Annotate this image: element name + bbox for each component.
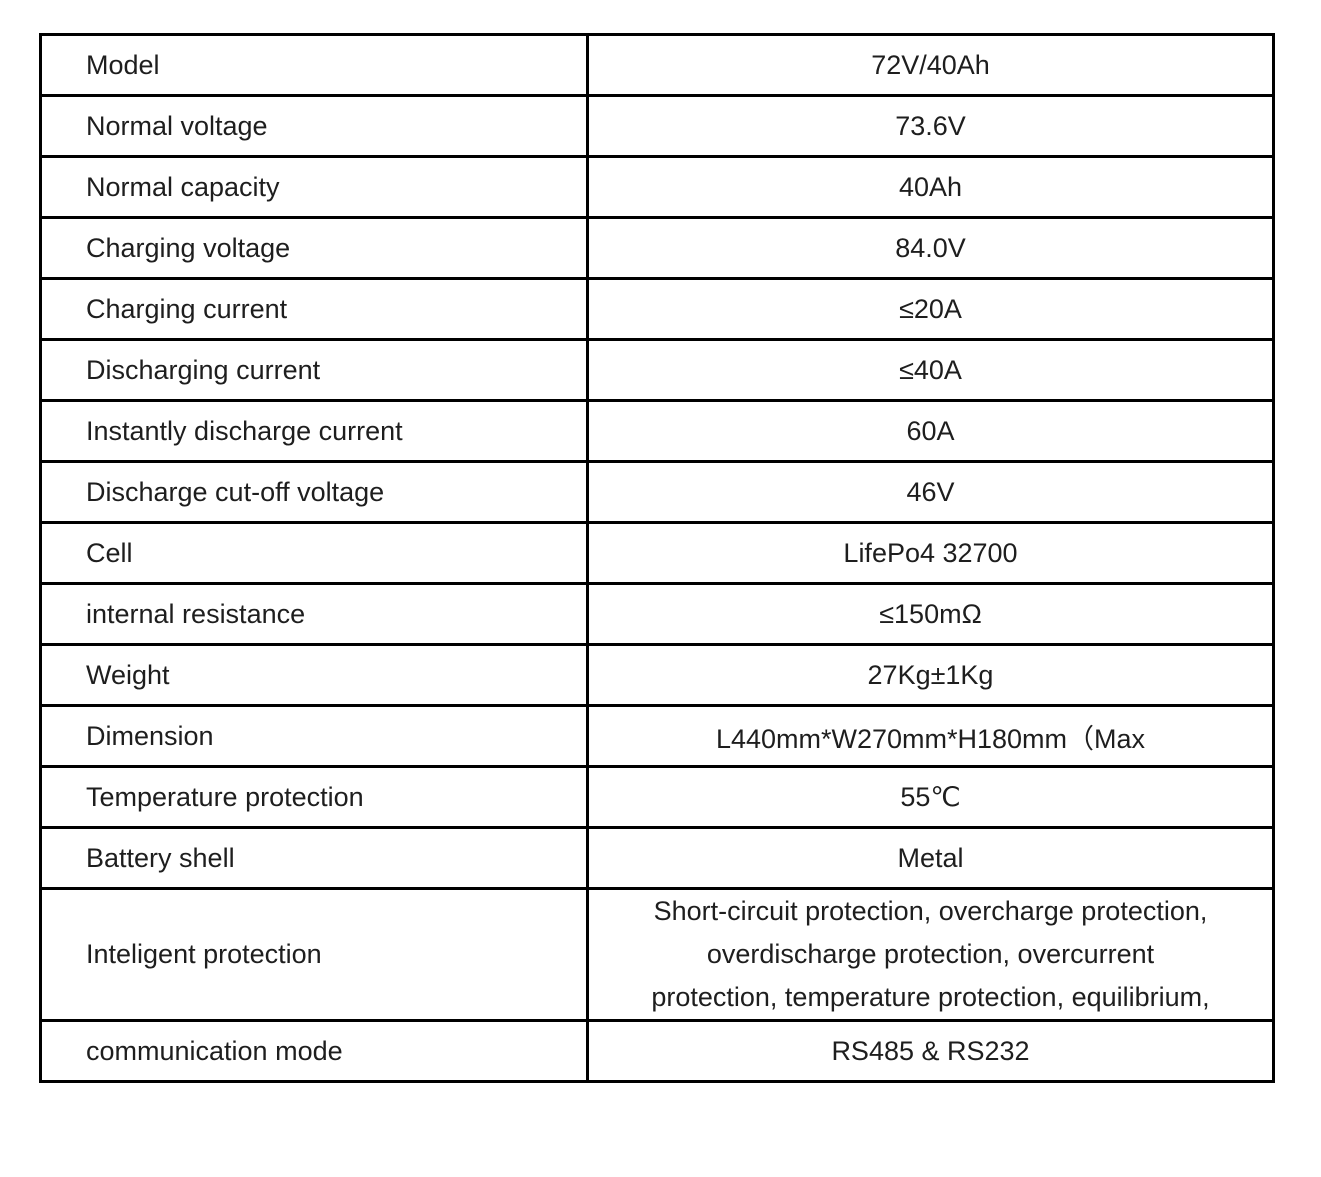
table-row: Cell LifePo4 32700 <box>39 521 1275 585</box>
spec-label: Instantly discharge current <box>39 399 589 463</box>
table-row: Dimension L440mm*W270mm*H180mm（Max <box>39 704 1275 768</box>
spec-value: LifePo4 32700 <box>586 521 1275 585</box>
table-row: Inteligent protection Short-circuit prote… <box>39 887 1275 1022</box>
table-row: internal resistance ≤150mΩ <box>39 582 1275 646</box>
spec-value: L440mm*W270mm*H180mm（Max <box>586 704 1275 768</box>
spec-value: 27Kg±1Kg <box>586 643 1275 707</box>
spec-value: 72V/40Ah <box>586 33 1275 97</box>
spec-value: 84.0V <box>586 216 1275 280</box>
table-row: Normal capacity 40Ah <box>39 155 1275 219</box>
spec-value: Metal <box>586 826 1275 890</box>
spec-label: Weight <box>39 643 589 707</box>
spec-label: internal resistance <box>39 582 589 646</box>
table-row: Discharge cut-off voltage 46V <box>39 460 1275 524</box>
spec-label: Dimension <box>39 704 589 768</box>
spec-value: ≤20A <box>586 277 1275 341</box>
table-row: communication mode RS485 & RS232 <box>39 1019 1275 1083</box>
spec-value: ≤40A <box>586 338 1275 402</box>
spec-label: Model <box>39 33 589 97</box>
spec-label: Inteligent protection <box>39 887 589 1022</box>
spec-table: Model 72V/40Ah Normal voltage 73.6V Normal c… <box>39 33 1275 1083</box>
table-row: Charging current ≤20A <box>39 277 1275 341</box>
spec-value: 40Ah <box>586 155 1275 219</box>
table-row: Instantly discharge current 60A <box>39 399 1275 463</box>
spec-value: ≤150mΩ <box>586 582 1275 646</box>
spec-label: Cell <box>39 521 589 585</box>
table-row: Normal voltage 73.6V <box>39 94 1275 158</box>
spec-value: 60A <box>586 399 1275 463</box>
spec-label: Battery shell <box>39 826 589 890</box>
spec-value-line: Short-circuit protection, overcharge pro… <box>653 896 1208 926</box>
spec-value: 73.6V <box>586 94 1275 158</box>
spec-value: Short-circuit protection, overcharge pro… <box>586 887 1275 1022</box>
spec-value: 46V <box>586 460 1275 524</box>
table-row: Weight 27Kg±1Kg <box>39 643 1275 707</box>
spec-label: Charging voltage <box>39 216 589 280</box>
spec-value: RS485 & RS232 <box>586 1019 1275 1083</box>
spec-label: Charging current <box>39 277 589 341</box>
spec-value-line: overdischarge protection, overcurrent <box>706 939 1155 969</box>
table-row: Temperature protection 55℃ <box>39 765 1275 829</box>
table-row: Charging voltage 84.0V <box>39 216 1275 280</box>
table-row: Discharging current ≤40A <box>39 338 1275 402</box>
spec-label: Discharging current <box>39 338 589 402</box>
table-row: Model 72V/40Ah <box>39 33 1275 97</box>
spec-label: Normal capacity <box>39 155 589 219</box>
spec-label: Normal voltage <box>39 94 589 158</box>
spec-label: Discharge cut-off voltage <box>39 460 589 524</box>
spec-label: communication mode <box>39 1019 589 1083</box>
spec-label: Temperature protection <box>39 765 589 829</box>
spec-value: 55℃ <box>586 765 1275 829</box>
spec-value-line: protection, temperature protection, equi… <box>651 982 1210 1012</box>
table-row: Battery shell Metal <box>39 826 1275 890</box>
